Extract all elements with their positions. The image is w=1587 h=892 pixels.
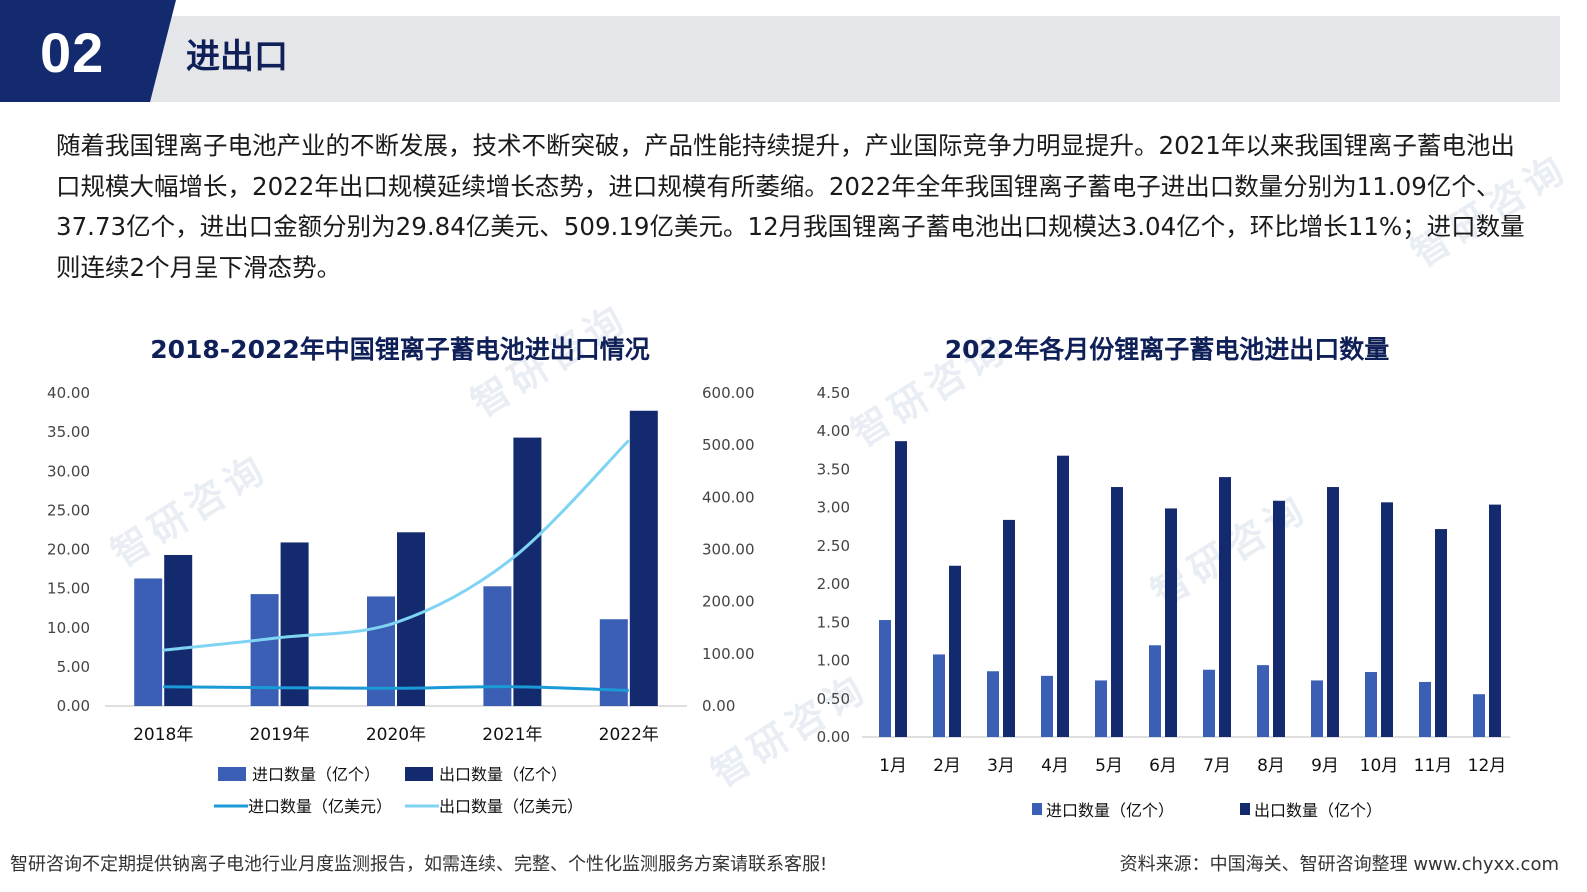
section-title: 进出口 xyxy=(186,37,288,77)
bar-export xyxy=(1003,519,1015,737)
section-number: 02 xyxy=(40,21,105,84)
annual-trade-chart: 2018-2022年中国锂离子蓄电池进出口情况 0.00 5.00 10.00 15.0… xyxy=(47,335,755,816)
bar-export xyxy=(1435,529,1447,737)
legend-label: 进口数量（亿美元） xyxy=(248,797,392,816)
y-tick-label: 1.50 xyxy=(817,613,850,631)
chart-title: 2018-2022年中国锂离子蓄电池进出口情况 xyxy=(150,335,650,364)
y-tick-label: 2.50 xyxy=(817,537,850,555)
monthly-trade-chart: 2022年各月份锂离子蓄电池进出口数量 0.00 0.50 1.00 1.50 2.00 2… xyxy=(817,335,1510,820)
legend-swatch xyxy=(218,767,246,781)
header-bar xyxy=(0,0,1560,102)
x-category-label: 9月 xyxy=(1311,756,1339,776)
footer-note: 智研咨询不定期提供钠离子电池行业月度监测报告，如需连续、完整、个性化监测服务方案… xyxy=(10,854,828,875)
x-category-label: 11月 xyxy=(1414,756,1453,776)
y-tick-label: 3.50 xyxy=(817,460,850,478)
bar-import xyxy=(1257,665,1269,737)
y-right-tick-label: 100.00 xyxy=(702,645,755,663)
bar-import xyxy=(134,578,163,706)
x-category-label: 1月 xyxy=(879,756,907,776)
y-tick-label: 3.00 xyxy=(817,499,850,517)
x-category-label: 7月 xyxy=(1203,756,1231,776)
y-left-tick-label: 35.00 xyxy=(47,423,90,441)
bar-import xyxy=(1311,680,1323,737)
y-left-tick-label: 15.00 xyxy=(47,580,90,598)
x-category-label: 2021年 xyxy=(482,725,542,745)
bar-import xyxy=(599,619,628,706)
bar-import xyxy=(879,620,891,737)
y-tick-label: 1.00 xyxy=(817,652,850,670)
x-category-label: 3月 xyxy=(987,756,1015,776)
bar-export xyxy=(164,554,193,706)
legend-label: 进口数量（亿个） xyxy=(1046,801,1174,820)
y-left-tick-label: 40.00 xyxy=(47,384,90,402)
x-category-label: 4月 xyxy=(1041,756,1069,776)
y-right-tick-label: 600.00 xyxy=(702,384,755,402)
bar-import xyxy=(933,654,945,737)
x-category-label: 6月 xyxy=(1149,756,1177,776)
bar-import xyxy=(1203,669,1215,737)
bar-import xyxy=(1041,675,1053,737)
footer-source: 资料来源：中国海关、智研咨询整理 www.chyxx.com xyxy=(1119,854,1559,875)
line-export-value xyxy=(163,439,630,652)
y-right-tick-label: 0.00 xyxy=(702,697,735,715)
bar-export xyxy=(1327,487,1339,737)
bar-import xyxy=(1095,680,1107,737)
bar-import xyxy=(1473,694,1485,737)
x-category-label: 5月 xyxy=(1095,756,1123,776)
line-import-value xyxy=(163,685,629,692)
x-category-label: 2月 xyxy=(933,756,961,776)
bar-import xyxy=(250,594,279,706)
y-tick-label: 0.00 xyxy=(817,728,850,746)
x-category-label: 12月 xyxy=(1468,756,1507,776)
bar-export xyxy=(949,565,961,737)
bar-export xyxy=(1381,502,1393,737)
header-navy-badge xyxy=(0,0,176,102)
x-category-label: 2022年 xyxy=(599,725,659,745)
legend-swatch xyxy=(405,767,433,781)
y-left-tick-label: 10.00 xyxy=(47,619,90,637)
bar-import xyxy=(987,671,999,737)
bar-export xyxy=(1489,504,1501,737)
bar-export xyxy=(1273,500,1285,737)
bar-import xyxy=(1365,672,1377,737)
y-left-tick-label: 20.00 xyxy=(47,541,90,559)
y-left-tick-label: 25.00 xyxy=(47,501,90,519)
x-category-label: 8月 xyxy=(1257,756,1285,776)
y-left-tick-label: 5.00 xyxy=(57,658,90,676)
y-right-tick-label: 200.00 xyxy=(702,593,755,611)
x-category-label: 2018年 xyxy=(133,725,193,745)
y-right-tick-label: 400.00 xyxy=(702,488,755,506)
y-tick-label: 4.00 xyxy=(817,422,850,440)
legend-label: 出口数量（亿美元） xyxy=(439,797,583,816)
header-gray-band xyxy=(132,16,1560,102)
legend-swatch xyxy=(1032,803,1042,815)
chart-title: 2022年各月份锂离子蓄电池进出口数量 xyxy=(945,335,1390,364)
bar-export xyxy=(280,542,309,706)
y-tick-label: 2.00 xyxy=(817,575,850,593)
bar-export xyxy=(895,441,907,737)
bar-export xyxy=(1057,455,1069,737)
y-tick-label: 4.50 xyxy=(817,384,850,402)
y-left-tick-label: 0.00 xyxy=(57,697,90,715)
bar-export xyxy=(629,410,658,706)
bar-export xyxy=(1165,508,1177,737)
y-right-tick-label: 300.00 xyxy=(702,541,755,559)
bar-import xyxy=(1149,645,1161,737)
bar-export xyxy=(1111,487,1123,737)
y-right-tick-label: 500.00 xyxy=(702,436,755,454)
legend-label: 出口数量（亿个） xyxy=(439,765,567,784)
bar-export xyxy=(1219,477,1231,737)
bar-import xyxy=(1419,681,1431,737)
x-category-label: 2020年 xyxy=(366,725,426,745)
legend-label: 进口数量（亿个） xyxy=(252,765,380,784)
x-category-label: 2019年 xyxy=(249,725,309,745)
intro-paragraph: 随着我国锂离子电池产业的不断发展，技术不断突破，产品性能持续提升，产业国际竞争力… xyxy=(56,131,1525,282)
legend-swatch xyxy=(1240,803,1250,815)
x-category-label: 10月 xyxy=(1360,756,1399,776)
y-tick-label: 0.50 xyxy=(817,690,850,708)
legend-label: 出口数量（亿个） xyxy=(1254,801,1382,820)
bar-export xyxy=(513,437,542,706)
y-left-tick-label: 30.00 xyxy=(47,462,90,480)
